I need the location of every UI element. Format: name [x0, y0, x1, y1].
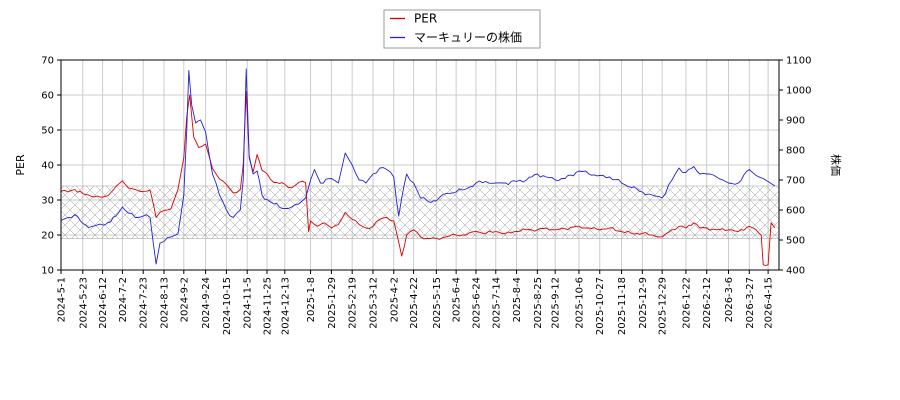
x-tick-label: 2025-4-2 [389, 277, 400, 322]
y-right-axis-label: 株価 [829, 154, 843, 176]
x-tick-label: 2025-9-12 [551, 277, 562, 329]
x-tick-label: 2024-5-23 [78, 277, 89, 329]
x-tick-label: 2026-1-22 [681, 277, 692, 329]
legend-box [383, 9, 541, 49]
x-tick-label: 2024-12-13 [280, 277, 291, 335]
x-tick-label: 2025-4-22 [409, 277, 420, 329]
x-tick-label: 2026-2-12 [702, 277, 713, 329]
x-tick-label: 2025-8-4 [512, 277, 523, 322]
y-right-tick-label: 900 [786, 116, 805, 127]
y-left-tick-label: 60 [41, 91, 54, 102]
x-tick-label: 2025-7-14 [491, 277, 502, 329]
x-tick-label: 2025-2-19 [348, 277, 359, 329]
y-right-tick-label: 700 [786, 176, 805, 187]
y-right-tick-label: 800 [786, 146, 805, 157]
y-right-tick-label: 1000 [786, 86, 811, 97]
x-tick-label: 2025-12-9 [638, 277, 649, 329]
x-tick-label: 2025-1-29 [327, 277, 338, 329]
legend: PER マーキュリーの株価 [383, 9, 541, 49]
x-tick-label: 2024-11-5 [243, 277, 254, 329]
x-tick-label: 2025-10-6 [574, 277, 585, 329]
x-tick-label: 2025-1-8 [306, 277, 317, 322]
series-layer [61, 68, 776, 266]
x-tick-label: 2025-12-29 [658, 277, 669, 335]
x-tick-label: 2024-11-25 [262, 277, 273, 335]
x-tick-label: 2024-9-2 [179, 277, 190, 322]
x-tick-label: 2026-3-6 [724, 277, 735, 322]
series-line-stock-price [61, 68, 776, 265]
y-left-tick-label: 10 [41, 266, 54, 277]
y-right-tick-label: 400 [786, 266, 805, 277]
per-range-band [60, 185, 780, 239]
x-tick-label: 2025-6-4 [452, 277, 463, 322]
x-tick-label: 2025-10-27 [595, 277, 606, 335]
y-left-axis-label: PER [14, 154, 27, 176]
y-right-tick-label: 1100 [786, 56, 811, 67]
y-right-tick-label: 600 [786, 206, 805, 217]
x-tick-label: 2024-9-24 [201, 277, 212, 329]
y-left-tick-label: 70 [41, 56, 54, 67]
series-line-per [61, 91, 776, 266]
y-right-tick-label: 500 [786, 236, 805, 247]
x-tick-label: 2024-10-15 [222, 277, 233, 335]
y-left-tick-label: 40 [41, 161, 54, 172]
x-axis: 2024-5-1 2024-5-23 2024-6-12 2024-7-2 2024-7… [57, 270, 775, 335]
x-tick-label: 2025-11-18 [617, 277, 628, 335]
left-y-axis: 10 20 30 40 50 60 70 [41, 56, 61, 277]
right-y-axis: 400 500 600 700 800 900 1000 1100 [779, 56, 811, 277]
x-tick-label: 2024-5-1 [57, 277, 68, 322]
x-tick-label: 2026-4-15 [764, 277, 775, 329]
y-left-tick-label: 30 [41, 196, 54, 207]
x-tick-label: 2026-3-27 [745, 277, 756, 329]
x-tick-label: 2024-7-2 [118, 277, 129, 322]
x-tick-label: 2025-8-25 [533, 277, 544, 329]
x-tick-label: 2025-3-12 [368, 277, 379, 329]
x-tick-label: 2024-6-12 [98, 277, 109, 329]
y-left-tick-label: 50 [41, 126, 54, 137]
x-tick-label: 2025-6-24 [471, 277, 482, 329]
legend-label-per: PER [414, 12, 437, 26]
y-left-tick-label: 20 [41, 231, 54, 242]
x-tick-label: 2025-5-15 [432, 277, 443, 329]
x-tick-label: 2024-8-13 [159, 277, 170, 329]
x-tick-label: 2024-7-23 [139, 277, 150, 329]
legend-label-stock-price: マーキュリーの株価 [414, 30, 522, 45]
